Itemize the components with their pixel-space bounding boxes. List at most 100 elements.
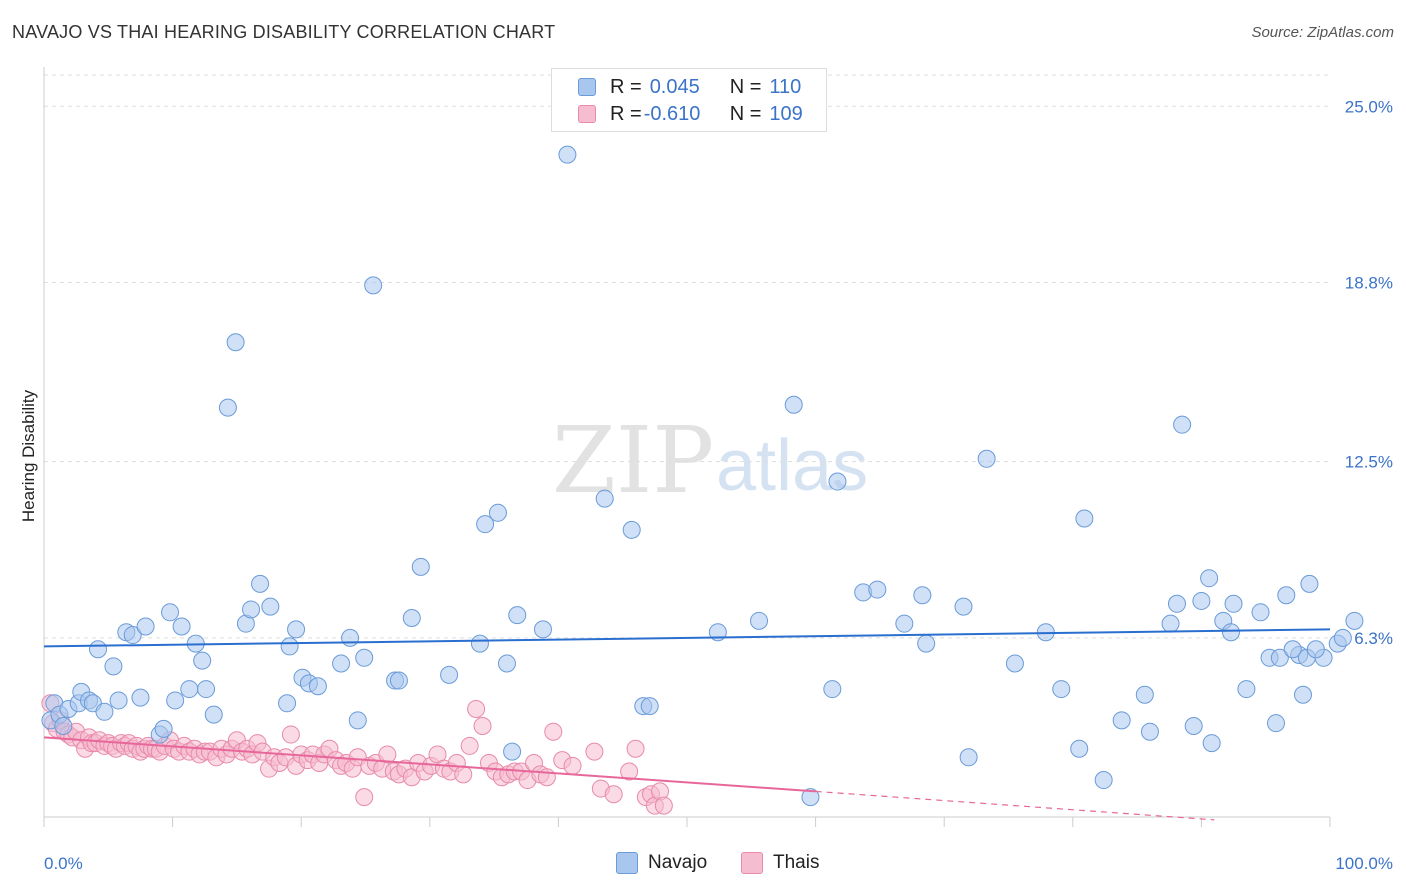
navajo-point: [828, 472, 847, 491]
navajo-point: [1293, 685, 1312, 704]
navajo-point: [640, 697, 659, 716]
navajo-point: [1184, 717, 1203, 736]
navajo-point: [364, 276, 383, 295]
navajo-point: [131, 688, 150, 707]
trend-lines: [43, 628, 1331, 821]
legend-n-label: N =: [729, 75, 762, 98]
navajo-point: [332, 654, 351, 673]
navajo-point: [913, 586, 932, 605]
navajo-point: [136, 617, 155, 636]
navajo-point: [1005, 654, 1024, 673]
navajo-point: [1070, 739, 1089, 758]
navajo-point: [154, 719, 173, 738]
x-tick-label: 100.0%: [1335, 854, 1393, 873]
legend-n-value: 109: [769, 102, 803, 125]
navajo-point: [104, 657, 123, 676]
legend-row-navajo: R = 0.045 N = 110: [578, 73, 801, 101]
navajo-point: [1052, 680, 1071, 699]
navajo-point: [1237, 680, 1256, 699]
navajo-point: [95, 702, 114, 721]
tick-labels: 6.3% 12.5% 18.8% 25.0% 0.0% 100.0% Hearing Dis…: [19, 97, 1393, 873]
navajo-point: [1270, 648, 1289, 667]
thai-point: [355, 788, 374, 807]
navajo-point: [411, 557, 430, 576]
navajo-point: [959, 748, 978, 767]
navajo-point: [180, 680, 199, 699]
navajo-point: [1173, 415, 1192, 434]
navajo-point: [280, 637, 299, 656]
legend-r-value: -0.610: [643, 102, 701, 125]
navajo-point: [1202, 734, 1221, 753]
navajo-point: [1251, 603, 1270, 622]
navajo-point: [595, 489, 614, 508]
navajo-point: [440, 665, 459, 684]
navajo-point: [1221, 623, 1240, 642]
thai-point: [654, 796, 673, 815]
navajo-point: [261, 597, 280, 616]
navajo-point: [1345, 611, 1364, 630]
navajo-point: [109, 691, 128, 710]
navajo-point: [1333, 628, 1352, 647]
navajo-point: [1224, 594, 1243, 613]
navajo-point: [917, 634, 936, 653]
navajo-point: [1140, 722, 1159, 741]
bottom-legend-label-thais: Thais: [773, 852, 820, 873]
watermark: ZIP atlas: [552, 407, 868, 514]
navajo-points: [41, 145, 1364, 807]
navajo-point: [1200, 569, 1219, 588]
thai-trend-line: [43, 736, 816, 793]
navajo-point: [278, 694, 297, 713]
navajo-point: [161, 603, 180, 622]
legend-swatch-thais: [578, 105, 596, 123]
thai-point: [585, 742, 604, 761]
thai-point: [454, 765, 473, 784]
navajo-point: [558, 145, 577, 164]
axes: [43, 67, 1331, 827]
bottom-legend-thais: Thais: [741, 852, 819, 874]
navajo-point: [1266, 714, 1285, 733]
thai-point: [563, 756, 582, 775]
navajo-point: [476, 515, 495, 534]
thai-trend-extension: [815, 790, 1215, 821]
navajo-point: [89, 640, 108, 659]
navajo-point: [166, 691, 185, 710]
navajo-point: [287, 620, 306, 639]
navajo-point: [193, 651, 212, 670]
navajo-trend-line: [43, 628, 1331, 648]
bottom-legend-swatch-thais: [741, 852, 763, 874]
y-axis-title: Hearing Disability: [19, 389, 38, 522]
navajo-point: [1306, 640, 1325, 659]
navajo-point: [197, 680, 216, 699]
navajo-point: [1277, 586, 1296, 605]
navajo-point: [895, 614, 914, 633]
navajo-point: [868, 580, 887, 599]
legend-n-value: 110: [769, 75, 802, 98]
navajo-point: [348, 711, 367, 730]
navajo-point: [1192, 591, 1211, 610]
thai-point: [620, 762, 639, 781]
chart-title: NAVAJO VS THAI HEARING DISABILITY CORREL…: [12, 22, 556, 42]
navajo-point: [503, 742, 522, 761]
navajo-point: [242, 600, 261, 619]
watermark-atlas: atlas: [716, 426, 868, 506]
thai-point: [473, 717, 492, 736]
bottom-legend-swatch-navajo: [616, 852, 638, 874]
navajo-point: [123, 626, 142, 645]
navajo-point: [801, 788, 820, 807]
navajo-point: [488, 503, 507, 522]
navajo-point: [622, 520, 641, 539]
bottom-legend-navajo: Navajo: [616, 852, 707, 874]
thai-points: [41, 694, 673, 815]
navajo-point: [1075, 509, 1094, 528]
y-tick-label: 6.3%: [1354, 629, 1393, 648]
navajo-point: [218, 398, 237, 417]
navajo-point: [750, 611, 769, 630]
thai-point: [544, 722, 563, 741]
legend-row-thais: R = -0.610 N = 109: [578, 100, 803, 128]
navajo-point: [784, 395, 803, 414]
navajo-point: [389, 671, 408, 690]
navajo-point: [470, 634, 489, 653]
navajo-point: [1161, 614, 1180, 633]
bottom-legend-label-navajo: Navajo: [648, 852, 708, 873]
